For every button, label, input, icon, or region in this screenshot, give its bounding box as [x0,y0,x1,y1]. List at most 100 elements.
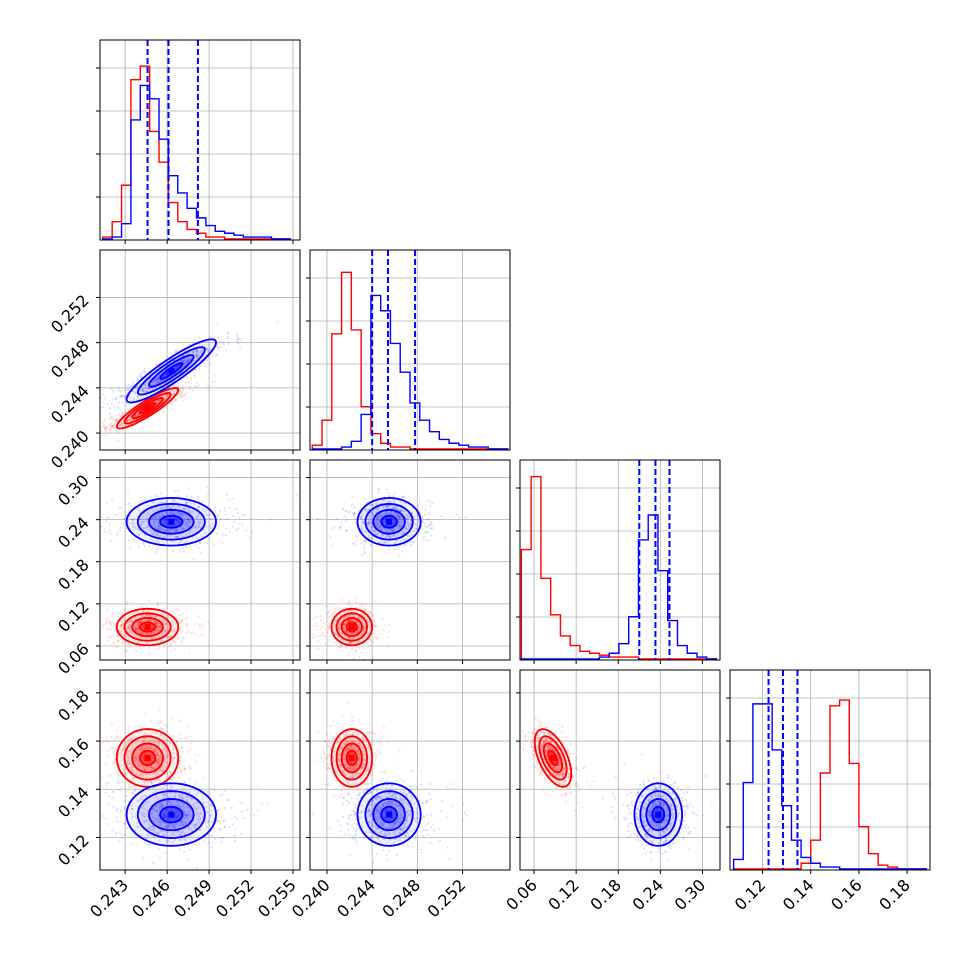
sample-point [181,389,184,392]
sample-point [132,521,136,525]
sample-point [184,388,187,391]
sample-point [110,387,113,391]
sample-point [180,387,183,390]
sample-point [143,383,147,387]
sample-point [386,636,389,639]
sample-point [409,519,413,522]
sample-point [384,541,387,544]
sample-point [163,536,167,539]
sample-point [376,523,379,526]
sample-point [194,339,197,342]
histogram-red [102,65,291,240]
sample-point [380,528,383,531]
sample-point [384,505,387,508]
sample-point [354,649,357,652]
sample-point [162,629,166,632]
scatter-panel-2-1 [306,459,511,664]
sample-point [392,507,395,510]
sample-point [396,539,399,543]
sample-point [160,528,164,531]
sample-point [340,646,343,649]
sample-point [387,534,390,538]
sample-point [161,514,164,517]
sample-point [162,743,165,746]
sample-point [319,627,322,630]
sample-point [361,632,364,636]
sample-point [156,533,159,537]
sample-point [112,418,115,422]
panel-content [93,321,279,443]
sample-point [239,345,242,349]
sample-point [387,644,390,648]
sample-point [127,418,130,422]
sample-point [238,516,241,519]
sample-point [352,513,355,516]
sample-point [375,503,378,506]
sample-point [157,797,160,800]
sample-point [111,621,115,624]
sample-point [133,611,136,614]
sample-point [348,619,351,622]
sample-point [197,525,201,529]
sample-point [369,511,372,514]
sample-point [179,390,182,393]
sample-point [132,757,136,760]
sample-point [376,533,379,537]
sample-point [350,637,354,640]
sample-point [168,402,171,405]
sample-point [173,384,177,387]
sample-point [157,375,161,378]
sample-point [198,500,201,503]
sample-point [121,613,124,616]
sample-point [188,510,191,513]
sample-point [174,349,177,352]
sample-point [155,379,159,382]
sample-point [380,515,384,518]
sample-point [386,500,390,504]
sample-point [120,419,124,423]
sample-point [393,534,396,538]
sample-point [93,434,95,436]
sample-point [96,406,98,408]
sample-point [134,391,137,395]
sample-point [146,518,149,521]
sample-point [317,648,321,651]
sample-point [357,627,360,630]
sample-point [334,607,337,610]
sample-point [417,518,420,522]
sample-point [369,525,372,528]
sample-point [127,643,130,646]
sample-point [157,524,160,527]
sample-point [117,439,120,443]
sample-point [115,420,118,423]
sample-point [181,745,184,748]
sample-point [164,629,167,632]
sample-point [166,771,169,774]
sample-point [187,532,191,535]
sample-point [198,384,201,387]
sample-point [157,518,160,521]
sample-point [94,425,96,427]
sample-point [195,381,198,385]
sample-point [146,419,149,422]
sample-point [417,521,421,524]
sample-point [393,520,396,524]
sample-point [359,617,362,620]
sample-point [109,774,112,777]
sample-point [338,526,342,529]
sample-point [126,503,130,506]
sample-point [155,532,158,535]
sample-point [188,520,191,523]
sample-point [333,622,336,626]
sample-point [166,784,169,787]
sample-point [206,359,209,362]
sample-point [130,769,134,772]
sample-point [348,651,351,654]
sample-point [345,519,348,522]
sample-point [170,511,173,514]
sample-point [165,512,168,515]
sample-point [415,528,419,531]
sample-point [114,418,117,421]
sample-point [356,631,359,634]
sample-point [385,511,388,514]
